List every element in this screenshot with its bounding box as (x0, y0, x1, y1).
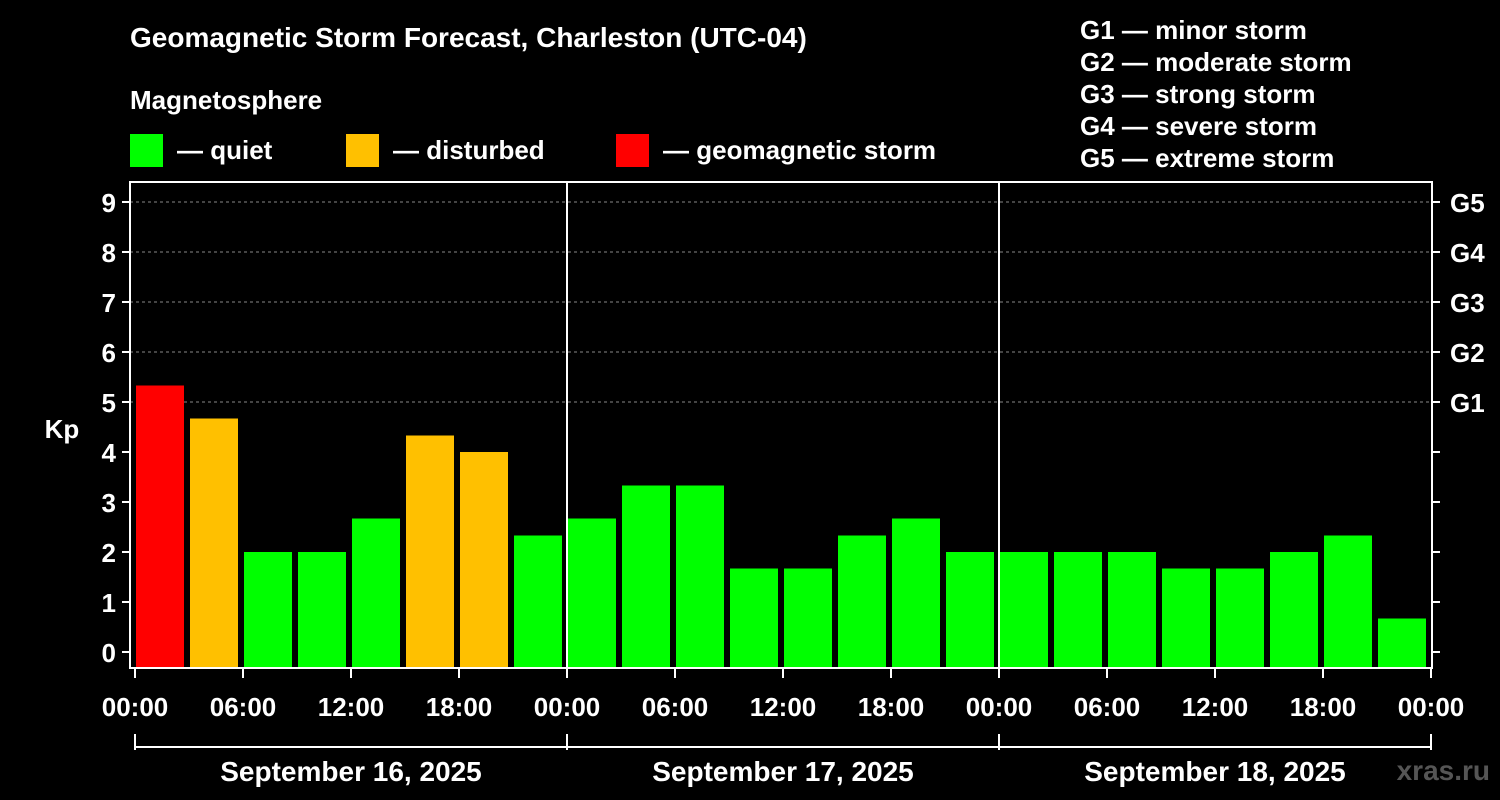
kp-bar-19 (1162, 568, 1210, 668)
g-scale-item-g2: G2 — moderate storm (1080, 47, 1352, 77)
kp-bar-23 (1378, 618, 1426, 668)
y-tick-label: 4 (102, 438, 117, 468)
kp-bar-0 (136, 385, 184, 668)
kp-bar-2 (244, 552, 292, 668)
day-label: September 17, 2025 (652, 756, 914, 787)
legend-label-quiet: — quiet (177, 135, 273, 165)
g-scale-item-g1: G1 — minor storm (1080, 15, 1307, 45)
legend-label-storm: — geomagnetic storm (663, 135, 937, 165)
storm-swatch (616, 134, 649, 167)
x-tick-label: 00:00 (966, 692, 1033, 722)
y-tick-label: 5 (102, 388, 116, 418)
g-level-label: G3 (1450, 288, 1485, 318)
day-label: September 18, 2025 (1084, 756, 1346, 787)
x-tick-label: 00:00 (102, 692, 169, 722)
y-tick-label: 9 (102, 188, 116, 218)
y-tick-label: 3 (102, 488, 116, 518)
kp-bar-7 (514, 535, 562, 668)
g-scale-item-g3: G3 — strong storm (1080, 79, 1316, 109)
g-level-label: G1 (1450, 388, 1485, 418)
kp-bar-4 (352, 518, 400, 668)
kp-bar-18 (1108, 552, 1156, 668)
x-tick-label: 00:00 (1398, 692, 1465, 722)
kp-bar-12 (784, 568, 832, 668)
kp-bar-21 (1270, 552, 1318, 668)
plot-frame (129, 181, 1433, 669)
y-tick-label: 2 (102, 538, 116, 568)
legend-item-quiet: — quiet (130, 134, 272, 167)
disturbed-swatch (346, 134, 379, 167)
x-tick-label: 18:00 (858, 692, 925, 722)
kp-bar-5 (406, 435, 454, 668)
x-tick-label: 18:00 (1290, 692, 1357, 722)
x-tick-label: 06:00 (210, 692, 277, 722)
kp-bar-16 (1000, 552, 1048, 668)
g-scale-item-g5: G5 — extreme storm (1080, 143, 1335, 173)
kp-bar-10 (676, 485, 724, 668)
day-label: September 16, 2025 (220, 756, 482, 787)
g-scale-list: G1 — minor storm G2 — moderate storm G3 … (1080, 14, 1352, 174)
kp-bar-17 (1054, 552, 1102, 668)
g-scale-item-g4: G4 — severe storm (1080, 111, 1318, 141)
kp-bar-15 (946, 552, 994, 668)
kp-bar-3 (298, 552, 346, 668)
kp-bar-8 (568, 518, 616, 668)
y-axis-label: Kp (45, 414, 80, 444)
x-tick-label: 06:00 (642, 692, 709, 722)
x-tick-label: 18:00 (426, 692, 493, 722)
watermark: xras.ru (1396, 755, 1490, 786)
kp-bar-11 (730, 568, 778, 668)
chart-title: Geomagnetic Storm Forecast, Charleston (… (130, 22, 807, 53)
y-tick-label: 6 (102, 338, 116, 368)
kp-bar-9 (622, 485, 670, 668)
kp-bar-1 (190, 418, 238, 668)
y-tick-label: 8 (102, 238, 116, 268)
g-level-label: G2 (1450, 338, 1485, 368)
legend-item-storm: — geomagnetic storm (616, 134, 936, 167)
legend-title: Magnetosphere (130, 85, 323, 115)
x-tick-label: 12:00 (1182, 692, 1249, 722)
g-level-label: G4 (1450, 238, 1485, 268)
y-tick-label: 1 (102, 588, 116, 618)
legend-label-disturbed: — disturbed (393, 135, 545, 165)
kp-bar-6 (460, 452, 508, 668)
kp-bar-14 (892, 518, 940, 668)
x-tick-label: 00:00 (534, 692, 601, 722)
kp-bar-22 (1324, 535, 1372, 668)
legend-item-disturbed: — disturbed (346, 134, 545, 167)
x-tick-label: 12:00 (750, 692, 817, 722)
x-tick-label: 12:00 (318, 692, 385, 722)
x-tick-label: 06:00 (1074, 692, 1141, 722)
kp-bar-20 (1216, 568, 1264, 668)
kp-bar-13 (838, 535, 886, 668)
g-level-label: G5 (1450, 188, 1485, 218)
quiet-swatch (130, 134, 163, 167)
y-tick-label: 0 (102, 638, 116, 668)
y-tick-label: 7 (102, 288, 116, 318)
